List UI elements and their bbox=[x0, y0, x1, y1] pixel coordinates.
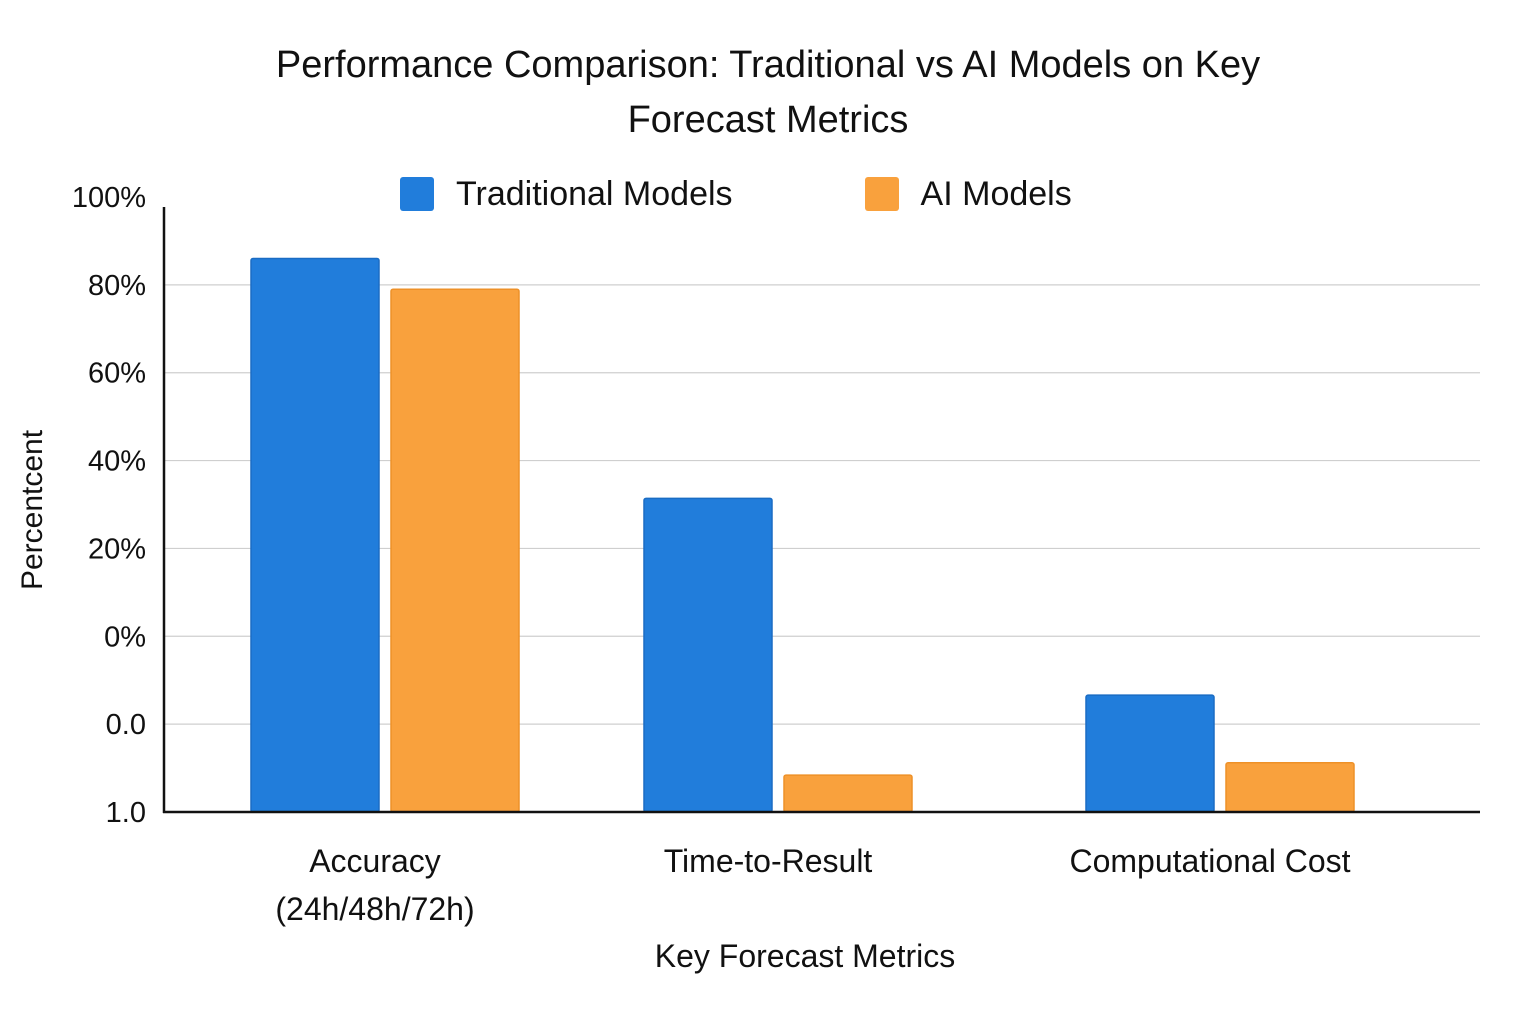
y-tick-label: 0.0 bbox=[106, 709, 146, 741]
bar-ai-0 bbox=[390, 288, 520, 813]
y-tick-label: 20% bbox=[88, 533, 146, 565]
x-tick-label: Time-to-Result bbox=[664, 843, 873, 879]
y-tick-label: 1.0 bbox=[106, 797, 146, 829]
y-tick-label: 100% bbox=[72, 182, 146, 214]
bar-ai-2 bbox=[1225, 762, 1355, 813]
legend-swatch-ai-models bbox=[864, 177, 899, 211]
bar-traditional-1 bbox=[643, 497, 773, 813]
chart-title-line-1: Performance Comparison: Traditional vs A… bbox=[275, 44, 1261, 86]
legend-swatch-traditional-models bbox=[400, 177, 434, 211]
legend-label-ai-models: AI Models bbox=[920, 174, 1072, 213]
chart-title: Performance Comparison: Traditional vs A… bbox=[0, 38, 1536, 148]
y-tick-label: 40% bbox=[88, 446, 146, 478]
bar-traditional-0 bbox=[250, 257, 380, 813]
bar-ai-1 bbox=[783, 774, 913, 813]
legend-label-traditional-models: Traditional Models bbox=[456, 174, 733, 213]
y-tick-label: 0% bbox=[104, 621, 146, 653]
x-tick-label: Computational Cost bbox=[1069, 843, 1350, 879]
x-tick-label: Accuracy (24h/48h/72h) bbox=[275, 843, 474, 927]
y-tick-label: 80% bbox=[88, 270, 146, 302]
bar-traditional-2 bbox=[1085, 694, 1215, 813]
x-axis-label: Key Forecast Metrics bbox=[654, 938, 956, 974]
y-tick-label: 60% bbox=[88, 358, 146, 390]
chart-title-line-2: Forecast Metrics bbox=[627, 99, 909, 141]
legend-item-ai-models: AI Models bbox=[864, 174, 1072, 214]
legend-item-traditional-models: Traditional Models bbox=[400, 175, 733, 214]
chart-legend: Traditional Models AI Models bbox=[400, 172, 1072, 216]
